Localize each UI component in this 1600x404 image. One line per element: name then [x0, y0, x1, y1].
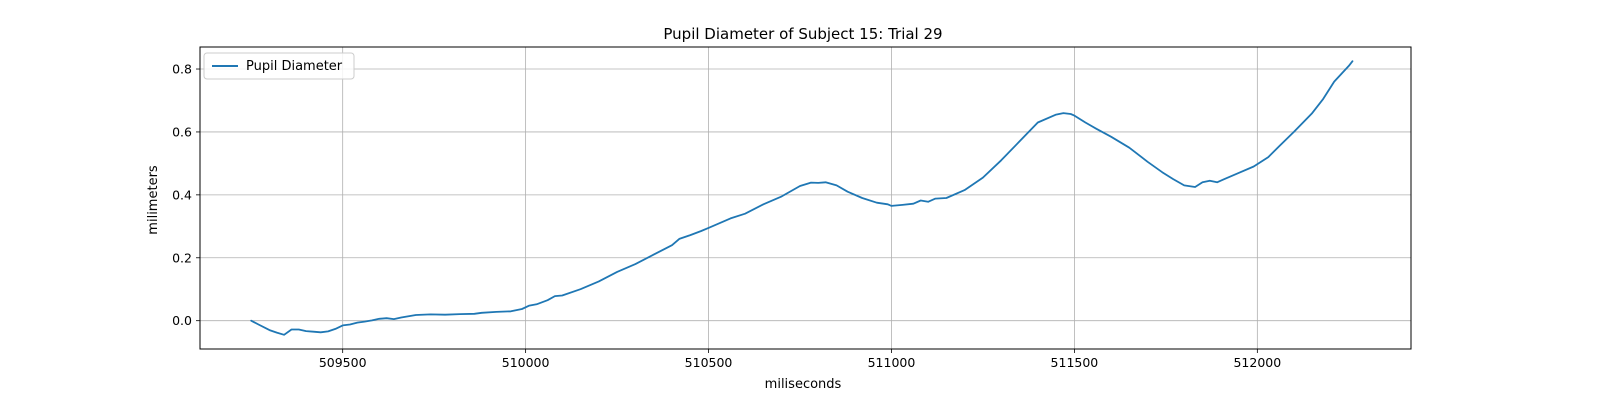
grid-lines [200, 47, 1411, 349]
x-tick-label: 510500 [685, 355, 733, 370]
x-tick-label: 511500 [1051, 355, 1099, 370]
y-tick-label: 0.8 [172, 62, 192, 77]
y-axis-label: milimeters [146, 165, 161, 235]
x-tick-label: 512000 [1233, 355, 1281, 370]
series-layer [250, 60, 1354, 336]
chart-title: Pupil Diameter of Subject 15: Trial 29 [663, 25, 942, 43]
x-tick-label: 511000 [868, 355, 916, 370]
y-tick-label: 0.2 [172, 250, 192, 265]
legend-frame [203, 52, 355, 80]
axis-ticks: 509500 510000 510500 511000 511500 512000 0.0 0… [172, 62, 1281, 370]
plot-frame [199, 46, 1412, 350]
x-tick-label: 510000 [502, 355, 550, 370]
y-tick-label: 0.6 [172, 124, 192, 139]
x-axis-label: miliseconds [765, 377, 842, 392]
x-tick-label: 509500 [319, 355, 367, 370]
legend: Pupil Diameter [203, 52, 355, 80]
legend-label-pupil-diameter: Pupil Diameter [246, 59, 343, 74]
y-tick-label: 0.0 [172, 313, 192, 328]
y-tick-label: 0.4 [172, 187, 192, 202]
series-line-pupil-diameter [250, 60, 1354, 336]
